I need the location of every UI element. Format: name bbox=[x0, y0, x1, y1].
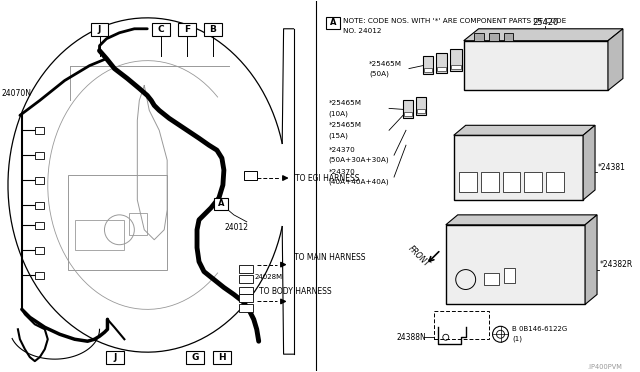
Bar bbox=[502, 172, 520, 192]
Bar bbox=[481, 172, 499, 192]
Bar bbox=[244, 171, 257, 180]
Polygon shape bbox=[585, 215, 597, 304]
Text: (15A): (15A) bbox=[328, 132, 348, 138]
Bar bbox=[464, 41, 608, 90]
Text: 24012: 24012 bbox=[225, 223, 249, 232]
Text: (50A+30A+30A): (50A+30A+30A) bbox=[328, 157, 389, 163]
Bar bbox=[436, 53, 447, 73]
Bar bbox=[403, 100, 413, 118]
Bar bbox=[35, 177, 44, 184]
Polygon shape bbox=[608, 29, 623, 90]
Bar bbox=[213, 351, 231, 364]
Bar bbox=[178, 23, 196, 36]
Text: .IP400PVM: .IP400PVM bbox=[587, 364, 622, 370]
Text: *25465M: *25465M bbox=[328, 122, 362, 128]
Text: 24070N: 24070N bbox=[2, 89, 32, 98]
Text: *24370: *24370 bbox=[328, 147, 355, 153]
Bar bbox=[35, 272, 44, 279]
Bar bbox=[35, 152, 44, 159]
Bar bbox=[504, 267, 515, 282]
Bar bbox=[186, 351, 204, 364]
Bar bbox=[547, 172, 564, 192]
Text: A: A bbox=[330, 18, 337, 27]
Bar bbox=[35, 202, 44, 209]
Text: TO MAIN HARNESS: TO MAIN HARNESS bbox=[294, 253, 365, 262]
Bar bbox=[239, 264, 253, 273]
Bar bbox=[416, 97, 426, 115]
Bar bbox=[484, 273, 499, 285]
Bar bbox=[239, 304, 253, 312]
Text: J: J bbox=[98, 25, 101, 34]
Bar bbox=[474, 33, 484, 41]
Text: *25465M: *25465M bbox=[369, 61, 402, 67]
Text: H: H bbox=[218, 353, 226, 362]
Bar bbox=[524, 172, 542, 192]
Bar bbox=[446, 225, 585, 304]
Bar bbox=[214, 198, 228, 210]
Bar bbox=[326, 17, 340, 29]
Bar bbox=[35, 127, 44, 134]
Bar bbox=[239, 295, 253, 302]
Bar bbox=[451, 65, 461, 68]
Text: J: J bbox=[114, 353, 117, 362]
Bar bbox=[459, 172, 477, 192]
Bar bbox=[204, 23, 222, 36]
Bar bbox=[129, 213, 147, 235]
Text: (1): (1) bbox=[513, 336, 522, 343]
Bar bbox=[417, 109, 425, 113]
Bar bbox=[424, 68, 432, 71]
Text: A: A bbox=[218, 199, 224, 208]
Bar bbox=[450, 49, 461, 71]
Text: NOTE: CODE NOS. WITH '*' ARE COMPONENT PARTS OF CODE: NOTE: CODE NOS. WITH '*' ARE COMPONENT P… bbox=[343, 18, 566, 24]
Bar bbox=[504, 33, 513, 41]
Polygon shape bbox=[446, 215, 597, 225]
Bar bbox=[152, 23, 170, 36]
Bar bbox=[239, 286, 253, 295]
Text: G: G bbox=[191, 353, 198, 362]
Text: (40A+40A+40A): (40A+40A+40A) bbox=[328, 179, 389, 185]
Text: C: C bbox=[158, 25, 164, 34]
Text: FRONT: FRONT bbox=[406, 244, 431, 269]
Text: *24370: *24370 bbox=[328, 169, 355, 175]
Bar bbox=[239, 275, 253, 282]
Text: TO BODY HARNESS: TO BODY HARNESS bbox=[259, 287, 332, 296]
Text: B 0B146-6122G: B 0B146-6122G bbox=[513, 326, 568, 332]
Text: 24388N: 24388N bbox=[396, 333, 426, 342]
Text: *25465M: *25465M bbox=[328, 100, 362, 106]
Polygon shape bbox=[464, 29, 623, 41]
Bar bbox=[423, 56, 433, 74]
Text: (50A): (50A) bbox=[369, 70, 389, 77]
Bar bbox=[437, 67, 446, 71]
Text: *24382R: *24382R bbox=[600, 260, 633, 269]
Polygon shape bbox=[583, 125, 595, 200]
Bar bbox=[90, 23, 108, 36]
Text: NO. 24012: NO. 24012 bbox=[343, 28, 382, 34]
Bar bbox=[75, 220, 124, 250]
Bar bbox=[68, 175, 167, 270]
Bar bbox=[35, 222, 44, 229]
Bar bbox=[434, 311, 488, 339]
Bar bbox=[454, 135, 583, 200]
Bar bbox=[404, 112, 412, 116]
Polygon shape bbox=[454, 125, 595, 135]
Text: *24381: *24381 bbox=[598, 163, 626, 171]
Bar bbox=[488, 33, 499, 41]
Text: 25420: 25420 bbox=[532, 18, 559, 27]
Text: 24028M: 24028M bbox=[255, 273, 283, 279]
Text: TO EGI HARNESS: TO EGI HARNESS bbox=[294, 174, 359, 183]
Text: F: F bbox=[184, 25, 190, 34]
Text: B: B bbox=[209, 25, 216, 34]
Bar bbox=[106, 351, 124, 364]
Text: (10A): (10A) bbox=[328, 110, 348, 116]
Bar bbox=[35, 247, 44, 254]
